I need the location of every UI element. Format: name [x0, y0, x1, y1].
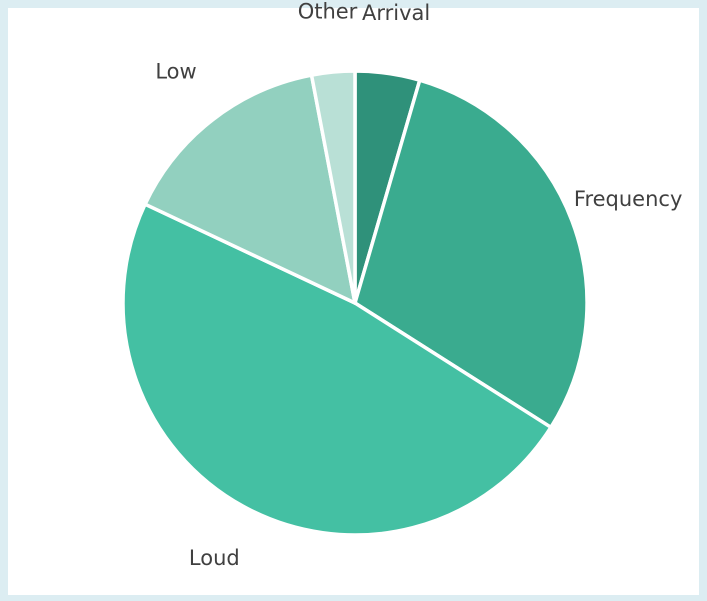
pie-slices	[121, 69, 589, 537]
pie-label-loud: Loud	[189, 546, 240, 570]
pie-slice-other	[309, 69, 357, 305]
pie-slice-low	[143, 73, 357, 305]
pie-label-low: Low	[155, 59, 196, 83]
pie-label-arrival: Arrival	[362, 1, 430, 25]
pie-label-frequency: Frequency	[574, 187, 683, 211]
pie-slice-loud	[121, 202, 553, 537]
pie-label-other: Other	[298, 0, 358, 23]
pie-slice-frequency	[353, 78, 589, 430]
pie-labels: Arrival Frequency Loud Low Other	[155, 0, 682, 570]
